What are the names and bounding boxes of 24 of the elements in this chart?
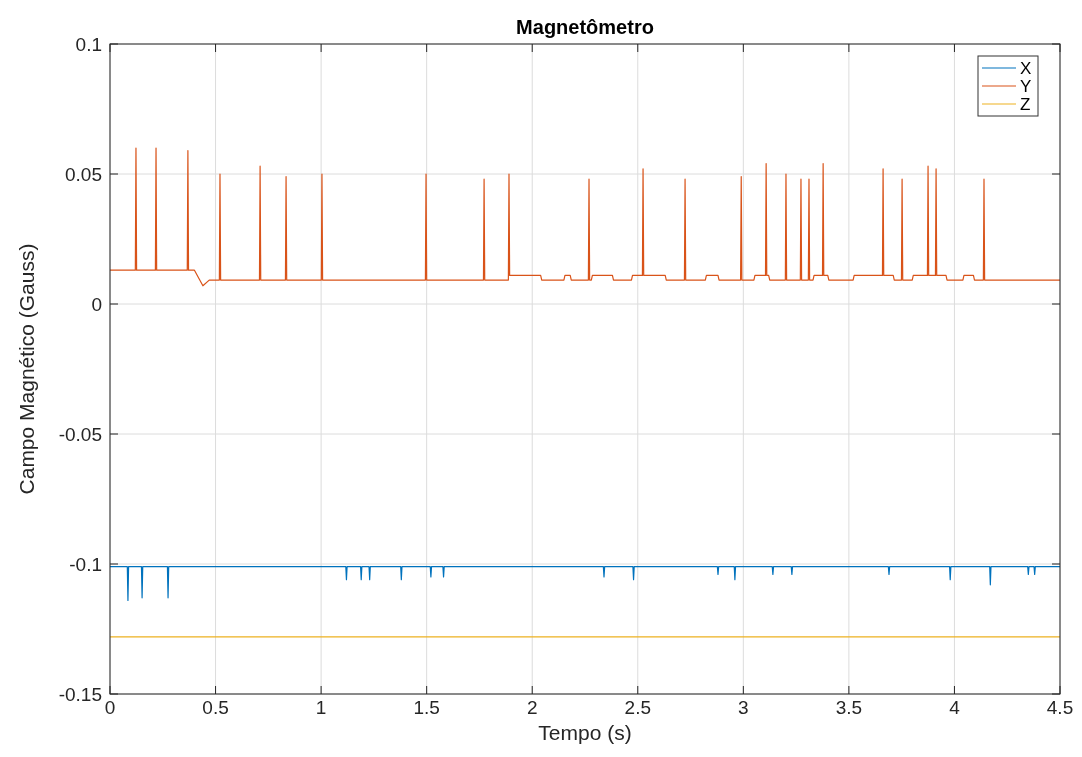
x-tick-label: 4.5 — [1046, 697, 1074, 718]
x-tick-label: 0 — [104, 697, 116, 718]
x-axis-title: Tempo (s) — [538, 721, 632, 744]
y-tick-label: 0.05 — [65, 163, 102, 185]
y-tick-label: -0.15 — [58, 683, 102, 705]
x-tick-label: 2 — [526, 697, 538, 718]
x-tick-label: 3 — [738, 697, 749, 718]
y-tick-label: -0.05 — [58, 423, 102, 445]
x-tick-label: 0.5 — [202, 697, 229, 718]
legend-label: X — [1020, 58, 1032, 78]
y-tick-label: 0 — [91, 293, 102, 315]
x-tick-label: 1.5 — [413, 697, 440, 718]
x-tick-label: 1 — [315, 697, 327, 718]
y-axis-title: Campo Magnético (Gauss) — [15, 243, 38, 495]
x-tick-label: 3.5 — [835, 697, 863, 718]
x-tick-label: 4 — [949, 697, 961, 718]
legend-label: Z — [1020, 94, 1031, 114]
line-series — [109, 566, 1061, 601]
y-tick-label: 0.1 — [75, 33, 102, 55]
y-tick-label: -0.1 — [69, 553, 102, 575]
x-tick-label: 2.5 — [624, 697, 651, 718]
chart-title: Magnetômetro — [516, 16, 654, 38]
line-series — [109, 147, 1061, 287]
legend-label: Y — [1020, 76, 1032, 96]
